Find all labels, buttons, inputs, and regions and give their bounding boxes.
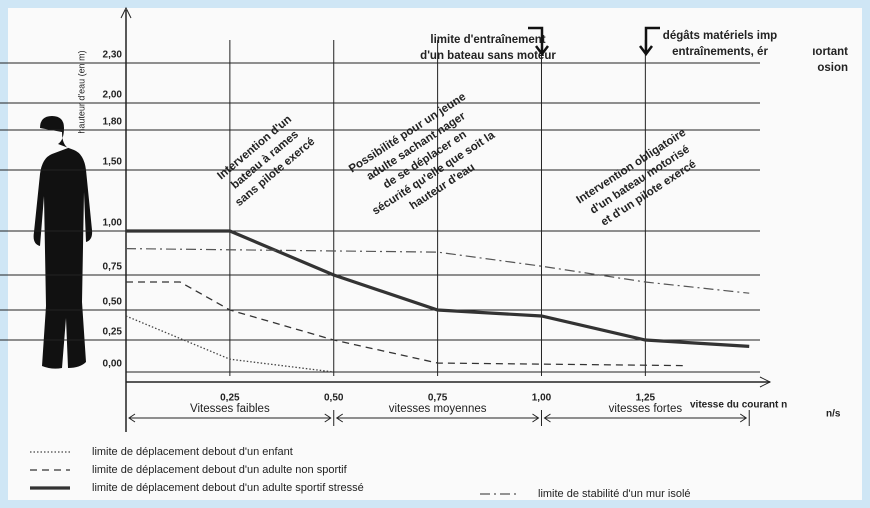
y-tick-label: 2,00 <box>103 90 123 101</box>
annotation-line: entraînements, ér <box>672 46 768 58</box>
x-axis-label: vitesse du courant n <box>690 400 787 411</box>
chart: hauteur d'eau (en m) vitesse du courant … <box>0 0 870 508</box>
legend-label: limite de stabilité d'un mur isolé <box>538 488 691 500</box>
y-tick-label: 0,50 <box>103 297 123 308</box>
y-tick-label: 0,75 <box>103 262 123 273</box>
y-tick-label: 1,80 <box>103 117 123 128</box>
y-tick-label: 0,00 <box>103 359 123 370</box>
x-tick-label: 1,00 <box>532 393 552 404</box>
x-tick-label: 0,50 <box>324 393 344 404</box>
legend-label: limite de déplacement debout d'un adulte… <box>92 464 348 476</box>
x-unit: n/s <box>826 409 841 420</box>
x-tick-label: 0,75 <box>428 393 448 404</box>
range-label: vitesses moyennes <box>389 403 487 415</box>
x-tick-label: 0,25 <box>220 393 240 404</box>
y-tick-label: 1,50 <box>103 157 123 168</box>
range-label: vitesses fortes <box>609 403 683 415</box>
y-tick-label: 2,30 <box>103 50 123 61</box>
range-label: Vitesses faibles <box>190 403 270 415</box>
x-tick-label: 1,25 <box>636 393 656 404</box>
legend-label: limite de déplacement debout d'un enfant <box>92 446 293 458</box>
annotation-line: limite d'entraînement <box>430 34 545 46</box>
y-tick-label: 1,00 <box>103 218 123 229</box>
annotation-line: ıortant <box>812 46 848 58</box>
annotation-line: dégâts matériels imp <box>663 30 777 42</box>
y-tick-label: 0,25 <box>103 327 123 338</box>
legend-label: limite de déplacement debout d'un adulte… <box>92 482 364 494</box>
paper <box>8 8 862 500</box>
annotation-line: osion <box>817 62 848 74</box>
annotation-line: d'un bateau sans moteur <box>420 50 556 62</box>
